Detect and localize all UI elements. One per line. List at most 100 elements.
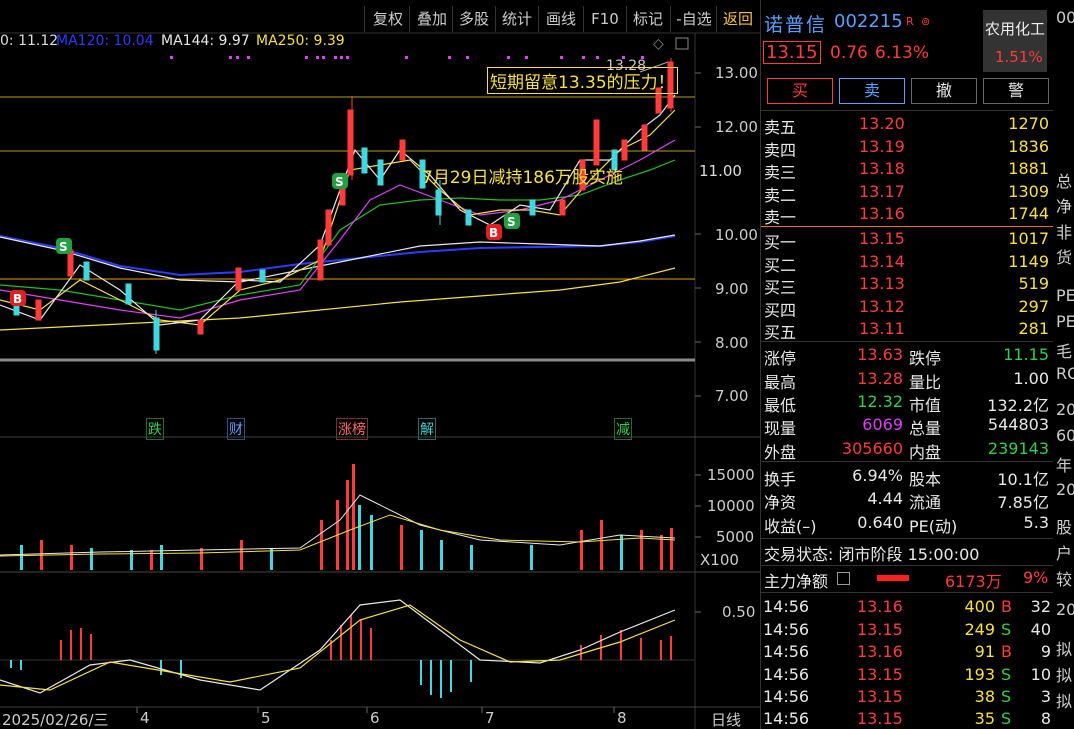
flow-bar [877,575,909,581]
fundamentals-row: 收益(–) 0.640 PE(动) 5.3 [764,513,1049,536]
ask-row[interactable]: 卖五 13.20 1270 [764,114,1049,137]
reduce-annotation: 7月29日减持186万股实施 [422,168,623,188]
event-tag-finance[interactable]: 财 [227,418,245,440]
price-axis-label: 10.00 [715,226,758,244]
alert-button[interactable]: 警 [983,78,1049,104]
svg-text:B: B [489,226,498,240]
stats-row: 最高 13.28 量比 1.00 [764,369,1049,392]
bid-row[interactable]: 买三 13.13 519 [764,274,1049,297]
ma144-line [0,234,676,283]
back-button[interactable]: 返回 [722,10,753,28]
svg-text:S: S [59,240,68,254]
cancel-order-button[interactable]: 撤 [911,78,977,104]
chart-toolbar: 复权 叠加 多股 统计 画线 F10 标记 -自选 返回 [0,0,760,36]
sector-name: 农用化工 [985,20,1046,38]
ma-legend-ma120: MA120: 10.04 [56,33,154,49]
ma60-line [0,159,676,311]
f10-button[interactable]: F10 [591,10,619,28]
volume-bars [0,464,676,570]
tick-row: 14:56 13.15 249 S 40 [763,620,1051,639]
date-axis-label: 8 [617,709,627,727]
date-axis-label: 5 [261,709,271,727]
remove-watchlist-button[interactable]: -自选 [676,10,712,28]
cutoff-info-panel: 00 总 净 非 货 PE PE 毛 RO 20 60 年 20 股 户 较 2… [1056,8,1074,711]
signal-dots [170,56,644,59]
fundamentals-row: 净资 4.44 流通 7.85亿 [764,489,1049,512]
menu-icon[interactable] [837,572,850,585]
ma-legend-ma-partial: 0: 11.12 [0,33,59,49]
event-tag-fall[interactable]: 跌 [146,418,164,440]
window-icon [675,37,689,50]
ask-row[interactable]: 卖三 13.18 1881 [764,159,1049,182]
pressure-annotation: 短期留意13.35的压力！ [487,67,678,94]
badge-icon: ⊚ [921,15,931,28]
draw-line-button[interactable]: 画线 [545,10,576,28]
event-tag-unlock[interactable]: 解 [418,418,436,440]
volume-axis-label: 10000 [707,497,755,515]
current-price: 13.15 [763,41,821,64]
ask-row[interactable]: 卖二 13.17 1309 [764,182,1049,205]
date-axis-label: 4 [140,709,150,727]
ask-row[interactable]: 卖四 13.19 1836 [764,137,1049,160]
price-axis-label: 13.00 [715,64,758,82]
overlay-button[interactable]: 叠加 [416,10,447,28]
mark-button[interactable]: 标记 [632,10,663,28]
bs-markers: B S S B S [10,173,520,306]
bid-row[interactable]: 买二 13.14 1149 [764,252,1049,275]
main-flow-label: 主力净额 [764,572,829,591]
bid-row[interactable]: 买四 13.12 297 [764,297,1049,320]
stock-name: 诺普信 [764,14,828,36]
price-axis-label: 12.00 [715,118,758,136]
current-price-axis-tag: 11.00 [697,162,744,180]
svg-text:S: S [507,215,516,229]
ask-row[interactable]: 卖一 13.16 1744 [764,204,1049,227]
sell-button[interactable]: 卖 [839,78,905,104]
stats-button[interactable]: 统计 [501,10,532,28]
trade-status: 交易状态: 闭市阶段 15:00:00 [764,545,980,564]
multi-stock-button[interactable]: 多股 [458,10,489,28]
period-selector[interactable]: 日线 [711,711,742,729]
price-axis-label: 9.00 [715,280,749,298]
ma10-line [0,109,676,326]
ma250-line [0,267,676,331]
macd-axis-label: 0.50 [722,603,756,621]
date-axis-label: 2025/02/26/三 [2,711,109,729]
sector-box[interactable]: 农用化工 1.51% [983,10,1047,72]
margin-badge: R [906,15,914,28]
main-flow-pct: 9% [1023,568,1049,587]
price-change-pct: 6.13% [875,43,930,63]
price-axis-label: 8.00 [715,334,749,352]
high-price-label: 13.28 [606,58,647,74]
kline-chart[interactable]: ◇ B S S B [0,0,760,729]
volume-unit-label: X100 [700,551,739,569]
candles [13,58,674,354]
stats-row: 最低 12.32 市值 132.2亿 [764,392,1049,415]
event-tag-rank[interactable]: 涨榜 [336,418,368,440]
volume-axis-label: 15000 [707,466,755,484]
tick-row: 14:56 13.15 35 S 8 [763,709,1051,728]
price-axis-label: 7.00 [715,387,749,405]
quote-panel: 诺普信 002215 R ⊚ 13.15 0.76 6.13% 农用化工 1.5… [760,0,1053,729]
tick-row: 14:56 13.16 400 B 32 [763,597,1051,616]
bid-row[interactable]: 买五 13.11 281 [764,319,1049,342]
volume-axis-label: 5000 [716,528,755,546]
diamond-icon: ◇ [653,36,664,52]
ma-legend-ma250: MA250: 9.39 [256,33,345,49]
bid-row[interactable]: 买一 13.15 1017 [764,229,1049,252]
stock-code: 002215 [834,11,903,32]
tick-row: 14:56 13.15 193 S 10 [763,665,1051,684]
ma-legend-ma144: MA144: 9.97 [161,33,250,49]
svg-text:B: B [13,292,22,306]
ma120-line [0,235,676,277]
event-tag-reduce[interactable]: 减 [614,418,632,440]
sector-pct: 1.51% [995,48,1043,66]
date-axis-label: 6 [370,709,380,727]
stats-row: 外盘 305660 内盘 239143 [764,439,1049,462]
tick-row: 14:56 13.16 91 B 9 [763,642,1051,661]
stats-row: 涨停 13.63 跌停 11.15 [764,345,1049,368]
stats-row: 现量 6069 总量 544803 [764,415,1049,438]
price-change: 0.76 [830,43,868,63]
tick-row: 14:56 13.15 38 S 3 [763,687,1051,706]
fuquan-button[interactable]: 复权 [372,10,403,28]
buy-button[interactable]: 买 [767,78,833,104]
